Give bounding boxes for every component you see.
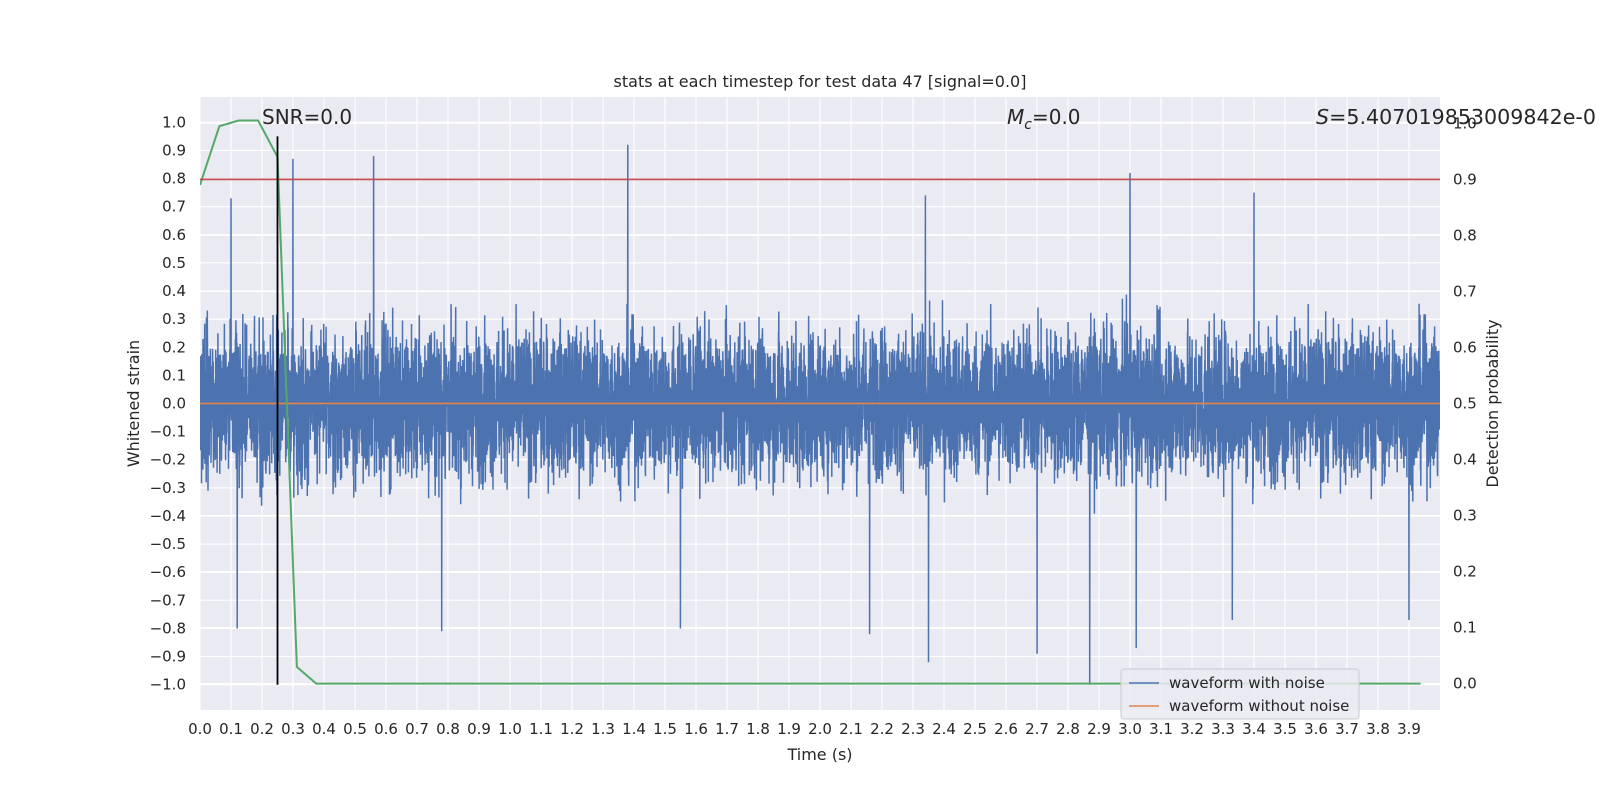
s-annotation: S=5.407019853009842e-0 [1316,105,1596,129]
y2-tick-label: 0.9 [1453,170,1477,188]
y-tick-label: −0.6 [150,563,186,581]
x-tick-label: 3.0 [1118,720,1142,738]
x-tick-label: 3.3 [1211,720,1235,738]
y-tick-label: 0.2 [162,338,186,356]
x-tick-label: 0.0 [188,720,212,738]
x-tick-labels: 0.0 0.1 0.2 0.3 0.4 0.5 0.6 0.7 0.8 0.9 1.0 1.1 1.2 1… [188,720,1421,738]
y2-tick-label: 0.7 [1453,282,1477,300]
x-tick-label: 1.4 [622,720,646,738]
y-tick-label: 0.7 [162,198,186,216]
snr-annotation: SNR=0.0 [262,105,352,129]
y-tick-label: −0.9 [150,648,186,666]
x-tick-label: 1.2 [560,720,584,738]
y2-tick-label: 0.2 [1453,563,1477,581]
x-tick-label: 1.3 [591,720,615,738]
x-tick-label: 3.5 [1273,720,1297,738]
legend-label-without-noise: waveform without noise [1169,697,1349,715]
y2-tick-labels: 1.0 0.9 0.8 0.7 0.6 0.5 0.4 0.3 0.2 0.1 0.0 [1453,114,1477,692]
y-tick-label: −0.8 [150,619,186,637]
y-tick-label: 0.9 [162,141,186,159]
legend-box [1120,668,1360,720]
y-tick-label: −0.2 [150,451,186,469]
x-tick-label: 1.8 [746,720,770,738]
x-tick-label: 0.1 [219,720,243,738]
y-tick-label: −0.1 [150,423,186,441]
y2-tick-label: 0.3 [1453,507,1477,525]
y2-tick-label: 1.0 [1453,114,1477,132]
annotations: SNR=0.0 Mc=0.0 S=5.407019853009842e-0 [262,105,1596,133]
x-tick-label: 0.3 [281,720,305,738]
y-tick-label: 0.8 [162,170,186,188]
s-value: =5.407019853009842e-0 [1329,105,1596,129]
y-tick-label: 0.3 [162,310,186,328]
x-tick-label: 0.4 [312,720,336,738]
chirp-mass-subscript: c [1024,117,1032,133]
y-tick-labels: 1.0 0.9 0.8 0.7 0.6 0.5 0.4 0.3 0.2 0.1 0.0 −0.1 −0.… [150,113,186,693]
y-tick-label: −0.5 [150,535,186,553]
x-axis-label: Time (s) [786,745,852,764]
x-tick-label: 2.8 [1056,720,1080,738]
chirp-mass-value: =0.0 [1032,105,1081,129]
chart-title: stats at each timestep for test data 47 … [614,72,1027,91]
x-tick-label: 1.7 [715,720,739,738]
x-tick-label: 2.5 [963,720,987,738]
x-tick-label: 0.7 [405,720,429,738]
x-tick-label: 1.5 [653,720,677,738]
chirp-mass-annotation: Mc=0.0 [1007,105,1081,133]
s-symbol: S [1316,105,1329,129]
x-tick-label: 0.6 [374,720,398,738]
x-tick-label: 1.0 [498,720,522,738]
y-tick-label: 0.4 [162,282,186,300]
x-tick-label: 0.2 [250,720,274,738]
y-tick-label: 0.1 [162,366,186,384]
y-tick-label: 0.0 [162,395,186,413]
x-tick-label: 3.4 [1242,720,1266,738]
x-tick-label: 2.1 [839,720,863,738]
y-tick-label: 0.5 [162,254,186,272]
y-tick-label: 1.0 [162,113,186,131]
x-tick-label: 1.1 [529,720,553,738]
x-tick-label: 3.9 [1397,720,1421,738]
y-tick-label: −0.4 [150,507,186,525]
y2-tick-label: 0.1 [1453,619,1477,637]
x-tick-label: 2.9 [1087,720,1111,738]
x-tick-label: 2.6 [994,720,1018,738]
y-tick-label: −0.3 [150,479,186,497]
legend: waveform with noise waveform without noi… [1120,668,1360,720]
x-tick-label: 2.3 [901,720,925,738]
x-tick-label: 0.8 [436,720,460,738]
x-tick-label: 3.1 [1149,720,1173,738]
x-tick-label: 3.7 [1335,720,1359,738]
x-tick-label: 1.9 [777,720,801,738]
y2-tick-label: 0.5 [1453,395,1477,413]
y2-axis-label: Detection probability [1483,319,1502,487]
chirp-mass-symbol: M [1007,105,1024,129]
x-tick-label: 3.6 [1304,720,1328,738]
x-tick-label: 0.5 [343,720,367,738]
x-tick-label: 2.0 [808,720,832,738]
y2-tick-label: 0.6 [1453,338,1477,356]
x-tick-label: 2.7 [1025,720,1049,738]
x-tick-label: 3.8 [1366,720,1390,738]
x-tick-label: 0.9 [467,720,491,738]
x-tick-label: 2.2 [870,720,894,738]
y-tick-label: −1.0 [150,676,186,694]
y-tick-label: −0.7 [150,591,186,609]
y2-tick-label: 0.4 [1453,451,1477,469]
y2-tick-label: 0.0 [1453,675,1477,693]
y-axis-label: Whitened strain [124,340,143,467]
y2-tick-label: 0.8 [1453,226,1477,244]
x-tick-label: 3.2 [1180,720,1204,738]
series-waveform-with-noise [200,144,1440,685]
y-tick-label: 0.6 [162,226,186,244]
x-tick-label: 2.4 [932,720,956,738]
reference-lines [200,136,1440,685]
legend-label-with-noise: waveform with noise [1169,674,1325,692]
x-tick-label: 1.6 [684,720,708,738]
